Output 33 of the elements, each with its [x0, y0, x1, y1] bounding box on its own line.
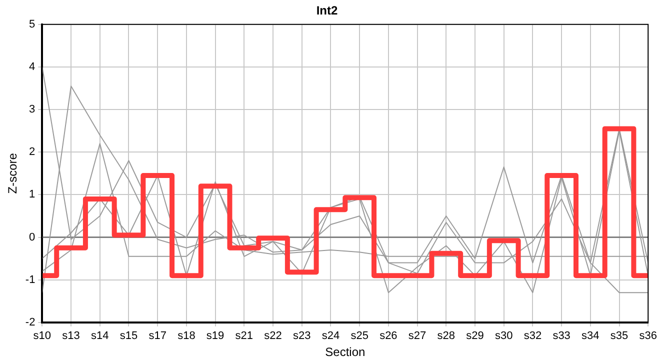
x-axis-title: Section	[325, 345, 366, 360]
y-tick-label: 1	[29, 188, 36, 201]
x-tick-label: s22	[264, 330, 282, 342]
x-tick-label: s36	[639, 330, 658, 342]
x-tick-label: s10	[33, 330, 52, 342]
y-tick-label: -2	[25, 316, 36, 328]
x-tick-label: s18	[178, 330, 196, 342]
x-tick-label: s17	[148, 330, 166, 342]
x-tick-label: s30	[494, 330, 513, 342]
y-tick-label: -1	[25, 274, 36, 286]
x-tick-label: s34	[582, 330, 600, 342]
x-tick-label: s23	[293, 330, 311, 342]
y-tick-label: 4	[29, 61, 36, 74]
chart-title: Int2	[316, 4, 338, 18]
y-tick-label: 5	[29, 18, 36, 30]
x-tick-label: s27	[408, 330, 426, 342]
x-tick-label: s15	[120, 330, 138, 342]
x-tick-label: s26	[380, 330, 398, 342]
x-tick-label: s28	[437, 330, 456, 342]
x-tick-label: s33	[552, 330, 570, 342]
x-tick-label: s29	[466, 330, 484, 342]
x-tick-label: s19	[206, 330, 224, 342]
x-tick-label: s35	[610, 330, 628, 342]
x-tick-label: s25	[350, 330, 368, 342]
y-tick-label: 0	[29, 231, 36, 244]
x-tick-label: s21	[235, 330, 254, 342]
x-tick-label: s24	[322, 330, 340, 342]
y-tick-label: 2	[29, 146, 36, 158]
x-tick-label: s14	[91, 330, 109, 342]
x-tick-label: s13	[62, 330, 80, 342]
x-tick-label: s32	[524, 330, 542, 342]
y-tick-label: 3	[29, 104, 36, 116]
y-axis-title: Z-score	[6, 152, 20, 194]
